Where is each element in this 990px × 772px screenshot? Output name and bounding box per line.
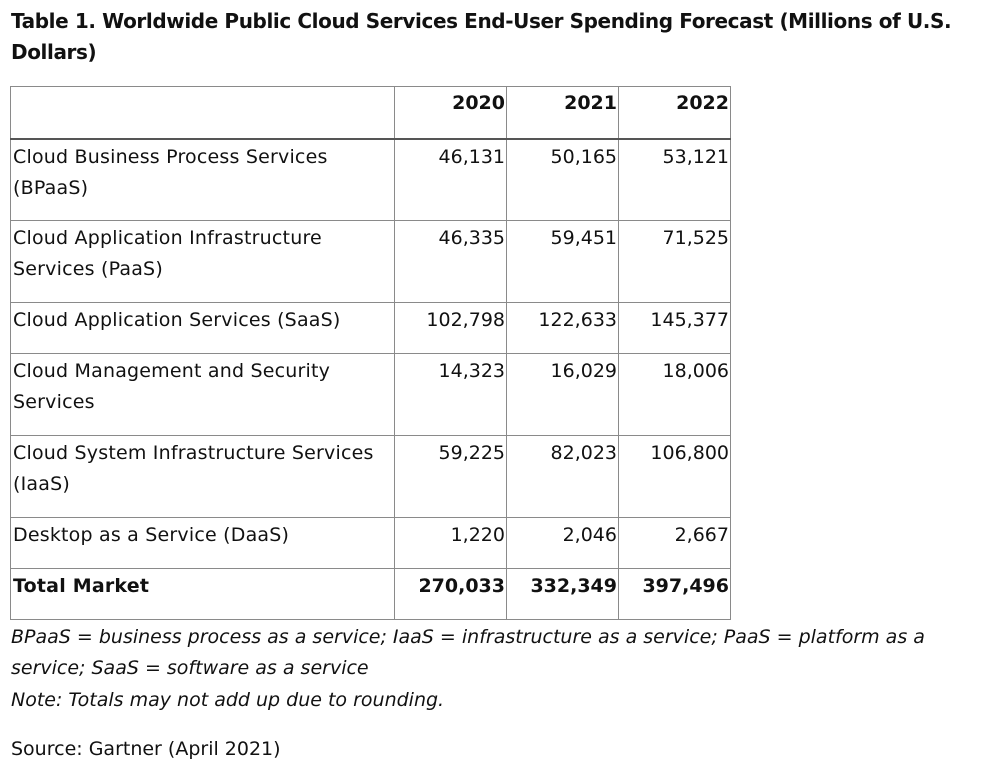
row-label: Cloud Application Infrastructure Service… xyxy=(10,220,395,303)
table-row: Cloud Application Services (SaaS) 102,79… xyxy=(10,302,731,354)
cell-2022: 106,800 xyxy=(618,435,731,518)
cell-2022: 145,377 xyxy=(618,302,731,354)
cell-2021: 50,165 xyxy=(506,138,619,221)
column-header-label xyxy=(10,86,395,140)
table-header-row: 2020 2021 2022 xyxy=(10,86,731,140)
rounding-note: Note: Totals may not add up due to round… xyxy=(11,689,445,711)
cell-2021: 122,633 xyxy=(506,302,619,354)
table-row: Cloud Management and Security Services 1… xyxy=(10,353,731,436)
table-row: Desktop as a Service (DaaS) 1,220 2,046 … xyxy=(10,517,731,569)
source-line: Source: Gartner (April 2021) xyxy=(11,738,281,760)
cell-2022: 18,006 xyxy=(618,353,731,436)
cell-2021: 16,029 xyxy=(506,353,619,436)
abbreviation-footnote: BPaaS = business process as a service; I… xyxy=(11,626,925,679)
table-row: Cloud System Infrastructure Services (Ia… xyxy=(10,435,731,518)
cell-2021: 82,023 xyxy=(506,435,619,518)
cell-2022: 71,525 xyxy=(618,220,731,303)
cell-2022: 2,667 xyxy=(618,517,731,569)
spending-forecast-table: 2020 2021 2022 Cloud Business Process Se… xyxy=(10,86,731,620)
row-label: Cloud Management and Security Services xyxy=(10,353,395,436)
table-row: Cloud Application Infrastructure Service… xyxy=(10,220,731,303)
column-header-2020: 2020 xyxy=(394,86,507,140)
cell-2021: 2,046 xyxy=(506,517,619,569)
row-label: Cloud Application Services (SaaS) xyxy=(10,302,395,354)
cell-2020: 270,033 xyxy=(394,568,507,620)
table-title: Table 1. Worldwide Public Cloud Services… xyxy=(11,9,952,64)
cell-2020: 46,131 xyxy=(394,138,507,221)
column-header-2021: 2021 xyxy=(506,86,619,140)
table-row: Cloud Business Process Services (BPaaS) … xyxy=(10,138,731,221)
column-header-2022: 2022 xyxy=(618,86,731,140)
row-label: Cloud System Infrastructure Services (Ia… xyxy=(10,435,395,518)
cell-2021: 332,349 xyxy=(506,568,619,620)
cell-2022: 397,496 xyxy=(618,568,731,620)
cell-2021: 59,451 xyxy=(506,220,619,303)
cell-2020: 59,225 xyxy=(394,435,507,518)
cell-2020: 46,335 xyxy=(394,220,507,303)
cell-2020: 1,220 xyxy=(394,517,507,569)
table-total-row: Total Market 270,033 332,349 397,496 xyxy=(10,568,731,620)
row-label: Total Market xyxy=(10,568,395,620)
cell-2020: 102,798 xyxy=(394,302,507,354)
row-label: Cloud Business Process Services (BPaaS) xyxy=(10,138,395,221)
row-label: Desktop as a Service (DaaS) xyxy=(10,517,395,569)
cell-2022: 53,121 xyxy=(618,138,731,221)
cell-2020: 14,323 xyxy=(394,353,507,436)
